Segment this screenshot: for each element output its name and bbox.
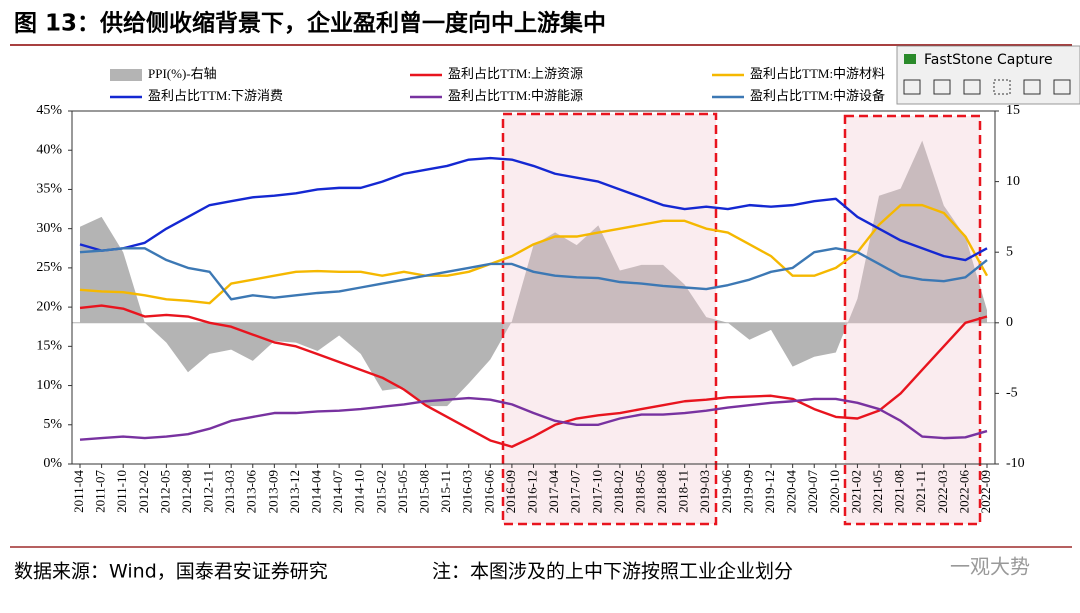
series-line [79, 396, 988, 441]
x-tick-label: 2016-12 [524, 470, 539, 513]
note: 注：本图涉及的上中下游按照工业企业划分 [432, 561, 793, 583]
source: 数据来源：Wind，国泰君安证券研究 [14, 561, 328, 583]
legend-label: 盈利占比TTM:中游能源 [448, 88, 583, 103]
y-tick-label: 20% [36, 299, 62, 314]
legend-label: 盈利占比TTM:中游材料 [750, 66, 885, 81]
x-tick-label: 2015-05 [395, 470, 410, 513]
x-tick-label: 2017-07 [568, 470, 583, 514]
series-line [79, 203, 989, 305]
y2-tick-label: -10 [1006, 456, 1025, 471]
toolbar-title: FastStone Capture [924, 52, 1053, 68]
x-tick-label: 2013-06 [244, 470, 259, 514]
chart-title: 图 13：供给侧收缩背景下，企业盈利曾一度向中上游集中 [14, 10, 606, 37]
x-tick-label: 2018-05 [632, 470, 647, 513]
watermark: 一观大势 [950, 555, 1030, 579]
x-tick-label: 2017-10 [589, 470, 604, 513]
x-tick-label: 2022-06 [956, 470, 971, 514]
x-tick-label: 2022-03 [935, 470, 950, 513]
legend-label: 盈利占比TTM:上游资源 [448, 66, 583, 81]
y-tick-label: 45% [36, 103, 62, 118]
toolbar-icon [904, 54, 916, 64]
x-tick-label: 2012-05 [157, 470, 172, 513]
y-tick-label: 0% [43, 456, 62, 471]
toolbar-button[interactable] [933, 79, 951, 95]
y-tick-label: 35% [36, 182, 62, 197]
y-tick-label: 5% [43, 417, 62, 432]
toolbar-button[interactable] [963, 79, 981, 95]
highlight-box [843, 114, 982, 526]
x-tick-label: 2021-08 [892, 470, 907, 513]
x-tick-label: 2020-10 [827, 470, 842, 513]
x-tick-label: 2012-08 [179, 470, 194, 513]
legend-label: PPI(%)-右轴 [148, 66, 217, 81]
x-tick-label: 2012-02 [136, 470, 151, 513]
y-tick-label: 10% [36, 378, 62, 393]
legend-label: 盈利占比TTM:下游消费 [148, 88, 283, 103]
x-tick-label: 2021-11 [913, 470, 928, 513]
x-tick-label: 2016-09 [503, 470, 518, 513]
ppi-area [80, 140, 987, 407]
toolbar-button[interactable] [1053, 79, 1071, 95]
x-tick-label: 2018-02 [611, 470, 626, 513]
series-line [79, 304, 988, 448]
x-tick-label: 2011-04 [71, 470, 86, 513]
x-tick-label: 2013-03 [222, 470, 237, 513]
y2-tick-label: 10 [1006, 174, 1020, 189]
toolbar-button[interactable] [1023, 79, 1041, 95]
toolbar-button[interactable] [903, 79, 921, 95]
x-tick-label: 2016-03 [460, 470, 475, 513]
y2-tick-label: 0 [1006, 315, 1013, 330]
x-tick-label: 2013-09 [265, 470, 280, 513]
legend-swatch [110, 69, 142, 81]
x-tick-label: 2015-11 [438, 470, 453, 513]
toolbar-button[interactable] [993, 79, 1011, 95]
x-tick-label: 2020-04 [784, 470, 799, 514]
y2-tick-label: 15 [1006, 103, 1020, 118]
x-tick-label: 2016-06 [481, 470, 496, 514]
series-line [79, 156, 988, 262]
x-tick-label: 2019-03 [697, 470, 712, 513]
y-tick-label: 15% [36, 339, 62, 354]
legend-label: 盈利占比TTM:中游设备 [750, 88, 885, 103]
x-tick-label: 2017-04 [546, 470, 561, 514]
highlight-box [501, 112, 718, 526]
x-tick-label: 2014-07 [330, 470, 345, 514]
y-tick-label: 25% [36, 260, 62, 275]
x-tick-label: 2021-02 [848, 470, 863, 513]
x-tick-label: 2019-06 [719, 470, 734, 514]
x-tick-label: 2019-09 [740, 470, 755, 513]
highlight-boxes [501, 112, 982, 526]
x-tick-label: 2020-07 [805, 470, 820, 514]
toolbar-frame [896, 45, 1080, 105]
x-tick-label: 2021-05 [870, 470, 885, 513]
x-tick-label: 2011-10 [114, 470, 129, 513]
x-tick-label: 2012-11 [201, 470, 216, 513]
x-tick-label: 2015-02 [373, 470, 388, 513]
y-tick-label: 40% [36, 142, 62, 157]
x-tick-label: 2013-12 [287, 470, 302, 513]
x-tick-label: 2018-08 [654, 470, 669, 513]
x-tick-label: 2019-12 [762, 470, 777, 513]
y2-tick-label: -5 [1006, 386, 1018, 401]
x-tick-label: 2014-10 [352, 470, 367, 513]
x-tick-label: 2022-09 [978, 470, 993, 513]
series-line [79, 247, 988, 301]
x-tick-label: 2014-04 [309, 470, 324, 514]
y2-tick-label: 5 [1006, 244, 1013, 259]
capture-toolbar: FastStone Capture [896, 45, 1080, 105]
x-tick-label: 2018-11 [676, 470, 691, 513]
x-tick-label: 2015-08 [417, 470, 432, 513]
y-tick-label: 30% [36, 221, 62, 236]
x-tick-label: 2011-07 [93, 470, 108, 513]
